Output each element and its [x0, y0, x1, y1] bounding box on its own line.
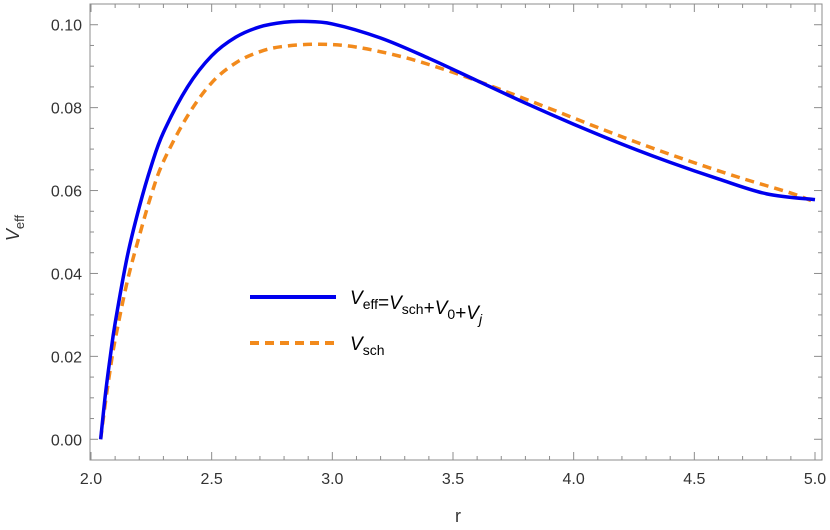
- x-tick-label: 2.0: [80, 471, 102, 488]
- y-tick-label: 0.06: [51, 184, 82, 201]
- x-tick-label: 5.0: [804, 471, 826, 488]
- legend: Veff=Vsch+V0+Vj Vsch: [250, 288, 483, 358]
- x-tick-label: 2.5: [201, 471, 223, 488]
- x-axis-title: r: [455, 506, 461, 526]
- x-tick-label: 4.5: [683, 471, 705, 488]
- series-v-sch-line: [98, 42, 816, 440]
- legend-label-v-sch: Vsch: [350, 334, 384, 358]
- x-tick-label: 3.0: [321, 471, 343, 488]
- y-tick-label: 0.04: [51, 266, 82, 283]
- y-tick-label: 0.00: [51, 432, 82, 449]
- y-axis-title: Veff: [3, 214, 27, 241]
- axis-tick-labels: 2.0 2.5 3.0 3.5 4.0 4.5 5.0 0.00 0.02 0.04 0.06 0.0…: [51, 18, 826, 488]
- axis-ticks: [90, 3, 822, 461]
- y-axis-title-sub: eff: [12, 214, 27, 229]
- legend-label-v-eff: Veff=Vsch+V0+Vj: [350, 288, 483, 327]
- x-tick-label: 4.0: [563, 471, 585, 488]
- series-v-eff-line: [98, 19, 816, 440]
- y-tick-label: 0.08: [51, 101, 82, 118]
- y-tick-label: 0.02: [51, 349, 82, 366]
- y-tick-label: 0.10: [51, 18, 82, 35]
- x-tick-label: 3.5: [442, 471, 464, 488]
- series-layer: [98, 19, 816, 440]
- y-axis-title-main: V: [3, 227, 23, 241]
